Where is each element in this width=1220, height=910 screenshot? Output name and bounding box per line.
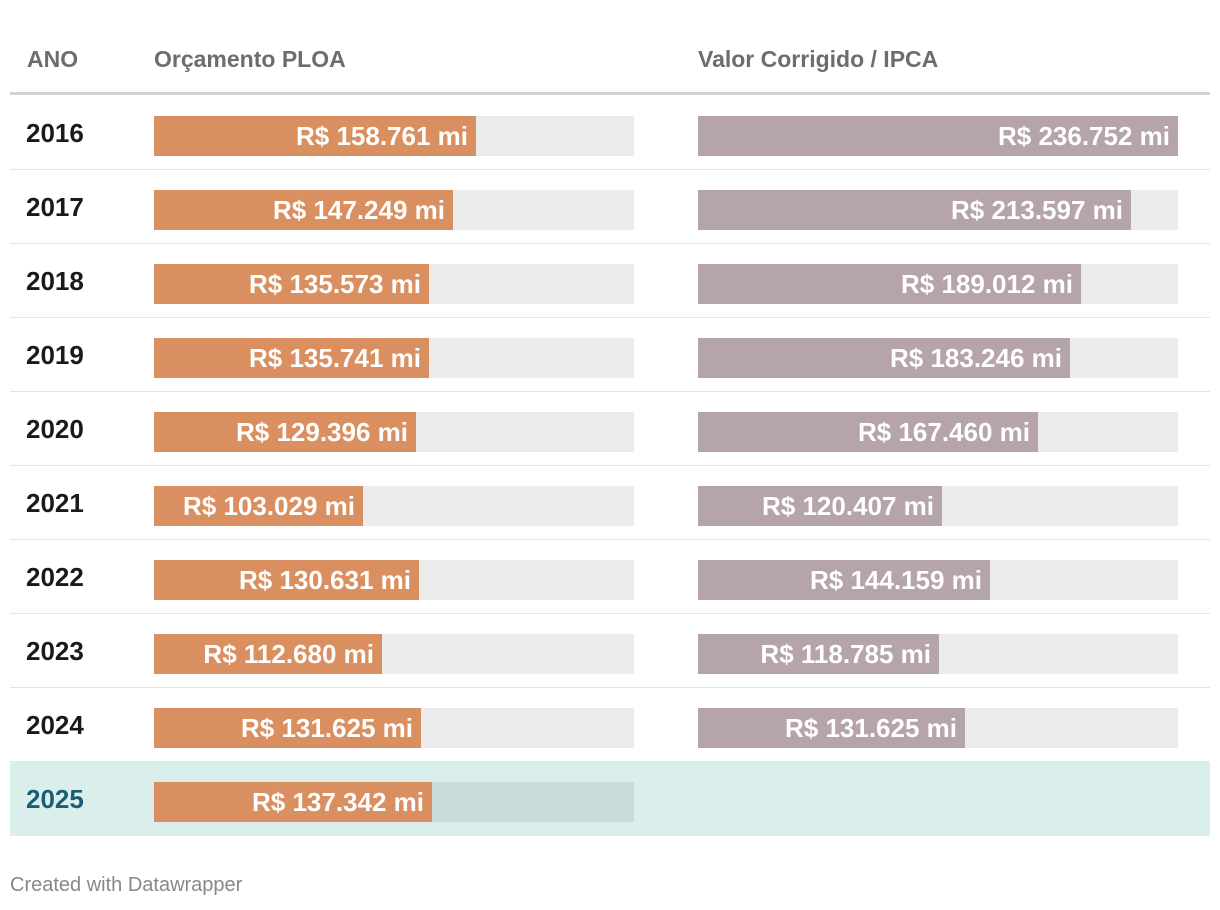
ipca-bar: R$ 118.785 mi: [698, 634, 939, 674]
ploa-value-label: R$ 130.631 mi: [238, 565, 411, 595]
ploa-track: R$ 103.029 mi: [154, 486, 634, 526]
ipca-bar: R$ 120.407 mi: [698, 486, 942, 526]
table-row: 2021 R$ 103.029 mi R$ 120.407 mi: [10, 466, 1210, 540]
ploa-track: R$ 135.573 mi: [154, 264, 634, 304]
table-row: 2023 R$ 112.680 mi R$ 118.785 mi: [10, 614, 1210, 688]
row-year: 2016: [26, 118, 84, 148]
ipca-value-label: R$ 189.012 mi: [900, 269, 1073, 299]
ipca-value-label: R$ 236.752 mi: [997, 121, 1170, 151]
ploa-value-label: R$ 135.741 mi: [248, 343, 421, 373]
ipca-track: R$ 236.752 mi: [698, 116, 1178, 156]
ploa-value-label: R$ 137.342 mi: [251, 787, 424, 817]
ploa-value-label: R$ 129.396 mi: [235, 417, 408, 447]
ipca-bar: R$ 183.246 mi: [698, 338, 1070, 378]
row-year: 2021: [26, 488, 84, 518]
row-year: 2018: [26, 266, 84, 296]
ploa-value-label: R$ 158.761 mi: [295, 121, 468, 151]
row-year: 2023: [26, 636, 84, 666]
ploa-track: R$ 137.342 mi: [154, 782, 634, 822]
row-separator: [10, 687, 1210, 688]
ploa-track: R$ 112.680 mi: [154, 634, 634, 674]
ipca-track: R$ 144.159 mi: [698, 560, 1178, 600]
table-row: 2020 R$ 129.396 mi R$ 167.460 mi: [10, 392, 1210, 466]
ploa-track: R$ 135.741 mi: [154, 338, 634, 378]
ploa-bar: R$ 158.761 mi: [154, 116, 476, 156]
ploa-bar: R$ 130.631 mi: [154, 560, 419, 600]
ipca-track: R$ 183.246 mi: [698, 338, 1178, 378]
ipca-value-label: R$ 213.597 mi: [950, 195, 1123, 225]
row-year: 2019: [26, 340, 84, 370]
table-row: 2024 R$ 131.625 mi R$ 131.625 mi: [10, 688, 1210, 762]
row-year: 2024: [26, 710, 84, 740]
row-separator: [10, 317, 1210, 318]
row-separator: [10, 169, 1210, 170]
ipca-value-label: R$ 118.785 mi: [760, 639, 931, 669]
row-separator: [10, 465, 1210, 466]
ipca-value-label: R$ 144.159 mi: [809, 565, 982, 595]
ploa-track: R$ 130.631 mi: [154, 560, 634, 600]
header-rule: [10, 92, 1210, 95]
row-separator: [10, 243, 1210, 244]
table-row: 2025 R$ 137.342 mi: [10, 762, 1210, 836]
row-separator: [10, 761, 1210, 762]
header-year: ANO: [27, 46, 79, 72]
ploa-bar: R$ 135.741 mi: [154, 338, 429, 378]
ploa-value-label: R$ 103.029 mi: [182, 491, 355, 521]
ploa-track: R$ 147.249 mi: [154, 190, 634, 230]
table-row: 2016 R$ 158.761 mi R$ 236.752 mi: [10, 96, 1210, 170]
ploa-bar: R$ 135.573 mi: [154, 264, 429, 304]
ipca-track: R$ 131.625 mi: [698, 708, 1178, 748]
ipca-value-label: R$ 120.407 mi: [761, 491, 934, 521]
ipca-track: R$ 120.407 mi: [698, 486, 1178, 526]
header-ploa: Orçamento PLOA: [154, 46, 346, 72]
ipca-track: R$ 167.460 mi: [698, 412, 1178, 452]
credit: Created with Datawrapper: [10, 874, 243, 896]
ploa-bar: R$ 147.249 mi: [154, 190, 453, 230]
row-separator: [10, 391, 1210, 392]
ipca-bar: R$ 213.597 mi: [698, 190, 1131, 230]
row-year: 2025: [26, 784, 84, 814]
row-separator: [10, 613, 1210, 614]
ipca-track: R$ 213.597 mi: [698, 190, 1178, 230]
ploa-value-label: R$ 131.625 mi: [240, 713, 413, 743]
table-row: 2022 R$ 130.631 mi R$ 144.159 mi: [10, 540, 1210, 614]
ipca-bar: R$ 189.012 mi: [698, 264, 1081, 304]
ploa-bar: R$ 137.342 mi: [154, 782, 432, 822]
ploa-bar: R$ 112.680 mi: [154, 634, 382, 674]
table-row: 2019 R$ 135.741 mi R$ 183.246 mi: [10, 318, 1210, 392]
ipca-bar: R$ 167.460 mi: [698, 412, 1038, 452]
ipca-value-label: R$ 183.246 mi: [889, 343, 1062, 373]
ipca-value-label: R$ 131.625 mi: [784, 713, 957, 743]
row-year: 2017: [26, 192, 84, 222]
ploa-value-label: R$ 112.680 mi: [203, 639, 374, 669]
ploa-track: R$ 131.625 mi: [154, 708, 634, 748]
row-year: 2022: [26, 562, 84, 592]
table-row: 2018 R$ 135.573 mi R$ 189.012 mi: [10, 244, 1210, 318]
ipca-value-label: R$ 167.460 mi: [857, 417, 1030, 447]
ploa-bar: R$ 103.029 mi: [154, 486, 363, 526]
header-ipca: Valor Corrigido / IPCA: [698, 46, 939, 72]
ploa-track: R$ 129.396 mi: [154, 412, 634, 452]
ipca-bar: R$ 236.752 mi: [698, 116, 1178, 156]
table-row: 2017 R$ 147.249 mi R$ 213.597 mi: [10, 170, 1210, 244]
row-separator: [10, 539, 1210, 540]
ploa-bar: R$ 129.396 mi: [154, 412, 416, 452]
ploa-value-label: R$ 135.573 mi: [248, 269, 421, 299]
row-year: 2020: [26, 414, 84, 444]
ipca-track: R$ 118.785 mi: [698, 634, 1178, 674]
ipca-bar: R$ 144.159 mi: [698, 560, 990, 600]
ipca-track: R$ 189.012 mi: [698, 264, 1178, 304]
ploa-track: R$ 158.761 mi: [154, 116, 634, 156]
ploa-bar: R$ 131.625 mi: [154, 708, 421, 748]
ploa-value-label: R$ 147.249 mi: [272, 195, 445, 225]
ipca-bar: R$ 131.625 mi: [698, 708, 965, 748]
